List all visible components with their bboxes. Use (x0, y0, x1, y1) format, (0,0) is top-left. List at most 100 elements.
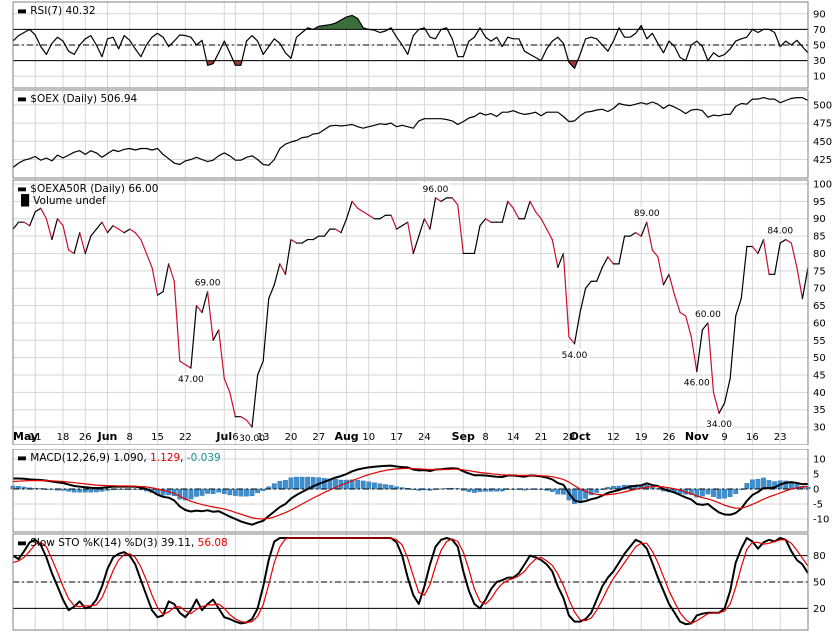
oex-y-tick-label: 450 (813, 137, 832, 148)
oexa50r-line-segment (701, 322, 709, 331)
macd-histogram-bar (244, 488, 249, 497)
data-label-background (766, 224, 795, 236)
oexa50r-line-segment (40, 207, 47, 220)
oexa50r-line-segment (34, 207, 42, 213)
macd-histogram-bar (60, 488, 66, 491)
date-axis-label: 20 (285, 432, 298, 443)
oexa50r-line-segment (245, 419, 253, 428)
oexa50r-y-tick-label: 100 (813, 180, 832, 191)
oexa50r-line-segment (262, 298, 270, 362)
rsi-y-tick-label: 10 (813, 72, 826, 83)
oexa50r-line-segment (651, 249, 659, 258)
stochastic-d-line (12, 537, 809, 625)
oexa50r-line-segment (84, 235, 92, 255)
macd-histogram-bar (466, 488, 472, 492)
oexa50r-line-segment (351, 200, 359, 209)
macd-histogram-bar (288, 477, 294, 490)
oexa50r-line-segment (368, 214, 375, 220)
macd-histogram-bar (549, 488, 555, 492)
oexa50r-line-segment (629, 232, 637, 237)
oexa50r-y-tick-label: 35 (813, 405, 826, 416)
macd-histogram-bar (277, 481, 283, 490)
oex-panel: 500 475 450 425 ▬ $OEX (Daily) 506.94 (12, 89, 832, 179)
oexa50r-line-segment (168, 263, 175, 282)
date-axis-label: 11 (29, 432, 42, 443)
oexa50r-line-segment (801, 266, 809, 300)
date-axis-label: 9 (721, 432, 727, 443)
macd-histogram-bar (210, 488, 216, 494)
macd-histogram-bar (21, 486, 27, 490)
oexa50r-line-segment (251, 374, 259, 428)
oexa50r-line-segment (223, 377, 231, 393)
date-axis-label: 27 (312, 432, 325, 443)
oexa50r-line-segment (484, 218, 492, 223)
oexa50r-line-segment (551, 238, 559, 268)
macd-histogram-bar (583, 488, 588, 499)
macd-histogram-bar (388, 484, 394, 490)
oexa50r-line-segment (362, 211, 370, 216)
oexa50r-line-segment (579, 287, 587, 314)
macd-y-tick-label: 10 (813, 455, 826, 466)
date-axis-label: Aug (334, 430, 358, 443)
oexa50r-line-segment (646, 221, 653, 251)
oexa50r-line-segment (735, 298, 742, 317)
oexa50r-y-tick-label: 90 (813, 214, 826, 225)
oexa50r-line-segment (685, 315, 692, 338)
rsi-overbought-fill (305, 15, 643, 30)
macd-histogram-bar (366, 481, 372, 490)
oexa50r-line-segment (724, 377, 731, 404)
oexa50r-line-segment (357, 207, 364, 213)
oex-y-tick-label: 475 (813, 119, 832, 130)
oexa50r-line-segment (451, 197, 459, 206)
oexa50r-y-tick-label: 95 (813, 197, 826, 208)
date-axis-label: 26 (663, 432, 676, 443)
oexa50r-line-segment (95, 221, 103, 230)
oexa50r-line-segment (129, 228, 136, 234)
oexa50r-line-segment (279, 263, 287, 275)
oexa50r-line-segment (712, 391, 720, 414)
data-label-background (238, 432, 267, 444)
macd-histogram-bar (233, 488, 238, 496)
date-axis-label: 15 (151, 432, 164, 443)
macd-histogram-bar (360, 480, 366, 490)
date-axis-label: 23 (774, 432, 787, 443)
oexa50r-line-segment (156, 291, 164, 296)
macd-histogram-bar (555, 488, 561, 495)
oexa50r-line-segment (90, 228, 97, 237)
data-label: 89.00 (634, 209, 660, 219)
macd-histogram-bar (699, 488, 705, 497)
oex-panel-title: ▬ $OEX (Daily) 506.94 (17, 93, 138, 105)
macd-histogram-bar (238, 488, 244, 497)
oexa50r-line-segment (240, 416, 248, 421)
date-axis-label: Oct (569, 430, 590, 443)
macd-histogram-bar (794, 484, 800, 490)
macd-histogram-bar (283, 480, 288, 490)
oexa50r-line-segment (396, 225, 403, 230)
macd-histogram-bar (177, 488, 183, 500)
oexa50r-line-segment (779, 238, 787, 244)
oexa50r-line-segment (73, 232, 81, 255)
panel-border (12, 533, 809, 631)
oexa50r-line-segment (707, 322, 715, 393)
oexa50r-line-segment (596, 266, 603, 282)
oexa50r-y-tick-label: 60 (813, 318, 826, 329)
macd-histogram-bar (755, 478, 761, 490)
oexa50r-line-segment (340, 218, 348, 234)
oexa50r-line-segment (134, 232, 142, 241)
macd-histogram-bar (188, 488, 194, 500)
oexa50r-line-segment (229, 391, 236, 418)
oexa50r-line-segment (757, 238, 765, 255)
macd-histogram-bar (194, 488, 199, 497)
rsi-y-tick-label: 30 (813, 56, 826, 67)
volume-note: ▐▌Volume undef (17, 194, 106, 207)
date-axis-label: 6 (232, 432, 238, 443)
oexa50r-line-segment (56, 218, 64, 227)
oexa50r-line-segment (51, 218, 59, 241)
oexa50r-line-segment (573, 311, 581, 345)
data-label-background (421, 182, 450, 194)
oexa50r-line-segment (762, 238, 770, 275)
panel-border (12, 1, 809, 89)
oex-price-line (12, 96, 809, 168)
